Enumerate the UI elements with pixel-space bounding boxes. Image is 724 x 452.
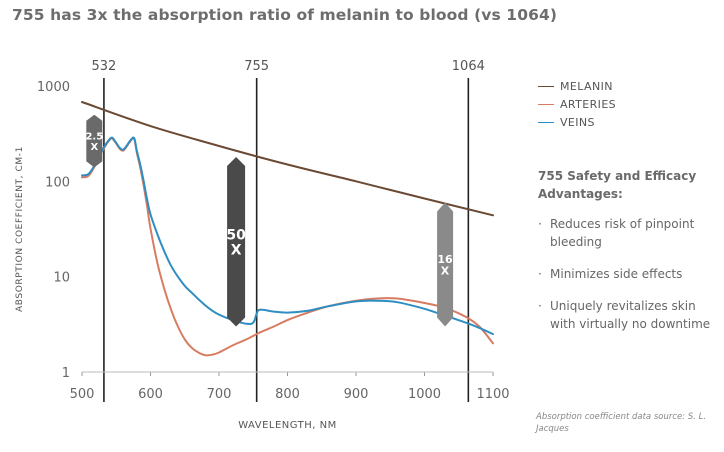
ratio-badge-label: 50 X (226, 228, 246, 259)
wavelength-marker-label: 532 (92, 59, 117, 74)
ratio-badge-label: 2.5 X (85, 132, 103, 154)
x-tick-label: 1100 (476, 387, 509, 402)
x-tick-label: 500 (70, 387, 95, 402)
y-tick-label: 1000 (37, 80, 70, 95)
x-axis-title: WAVELENGTH, NM (238, 420, 337, 431)
x-tick-label: 600 (138, 387, 163, 402)
advantage-item: · Reduces risk of pinpoint bleeding (538, 215, 718, 251)
advantage-text: Uniquely revitalizes skin with virtually… (550, 299, 711, 331)
legend-label: MELANIN (560, 79, 613, 93)
ratio-badge-shape (437, 202, 454, 327)
wavelength-markers: 532 755 1064 (92, 59, 485, 402)
y-tick-label: 100 (45, 175, 70, 190)
bullet-icon: · (538, 217, 542, 231)
axis-layer: 1 10 100 1000 500 600 700 800 900 1000 1100 WAVELEN… (15, 80, 510, 431)
legend-label: VEINS (560, 115, 595, 129)
series-line-veins (81, 136, 494, 336)
y-axis-title: ABSORPTION COEFFICIENT, CM-1 (15, 146, 25, 312)
legend-swatch (538, 85, 554, 87)
advantages-title: 755 Safety and Efficacy Advantages: (538, 169, 697, 201)
bullet-icon: · (538, 267, 542, 281)
data-source-note: Absorption coefficient data source: S. L… (536, 412, 707, 434)
x-tick-label: 800 (275, 387, 300, 402)
legend-label: ARTERIES (560, 97, 617, 111)
advantage-item: · Uniquely revitalizes skin with virtual… (538, 297, 718, 333)
advantages-panel: 755 Safety and Efficacy Advantages: · Re… (538, 167, 718, 347)
x-tick-label: 1000 (408, 387, 441, 402)
ratio-badges: 2.5 X 50 X 16 X (85, 114, 454, 327)
legend-swatch (538, 121, 554, 123)
series-line-arteries (81, 137, 494, 357)
wavelength-marker-label: 755 (244, 59, 269, 74)
ratio-badge-label: 16 X (437, 253, 453, 278)
legend: MELANIN ARTERIES VEINS (538, 77, 616, 131)
legend-item-veins: VEINS (538, 113, 616, 131)
legend-item-melanin: MELANIN (538, 77, 616, 95)
series-line-melanin (81, 101, 494, 217)
advantage-item: · Minimizes side effects (538, 265, 718, 283)
advantage-text: Reduces risk of pinpoint bleeding (550, 217, 695, 249)
x-tick-label: 700 (207, 387, 232, 402)
series-layer (81, 101, 494, 357)
ratio-badge-shape (86, 114, 103, 168)
advantage-text: Minimizes side effects (550, 267, 683, 281)
chart-title: 755 has 3x the absorption ratio of melan… (12, 6, 558, 24)
x-tick-label: 900 (344, 387, 369, 402)
y-tick-label: 10 (53, 271, 70, 286)
legend-swatch (538, 103, 554, 105)
ratio-badge-shape (227, 157, 246, 327)
wavelength-marker-label: 1064 (452, 59, 485, 74)
bullet-icon: · (538, 299, 542, 313)
y-tick-label: 1 (62, 366, 70, 381)
legend-item-arteries: ARTERIES (538, 95, 616, 113)
